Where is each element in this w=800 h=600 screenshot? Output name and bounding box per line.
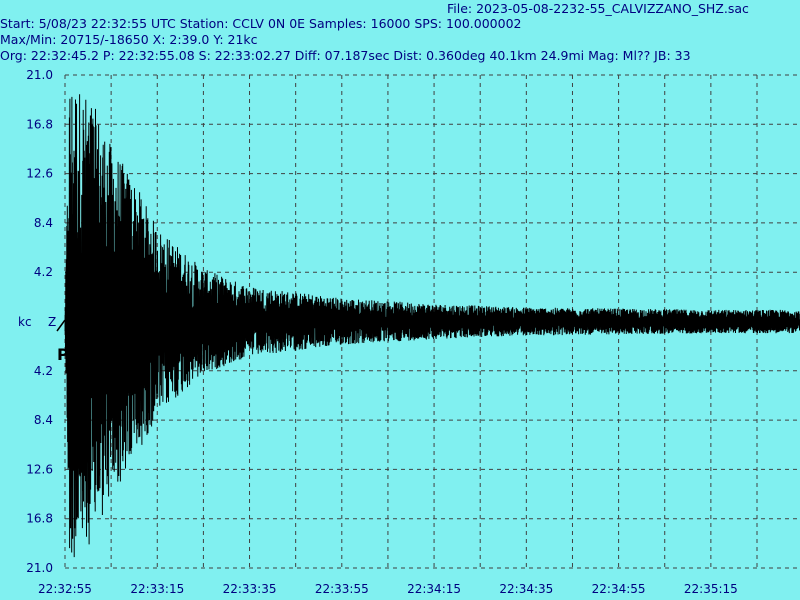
p-pick-label: P — [57, 345, 69, 364]
y-tick-label: 8.4 — [34, 413, 53, 427]
y-tick-label: 8.4 — [34, 216, 53, 230]
x-tick-label: 22:33:55 — [315, 582, 369, 596]
file-name: File: 2023-05-08-2232-55_CALVIZZANO_SHZ.… — [447, 1, 749, 16]
unit-label: kc — [18, 315, 32, 329]
x-tick-label: 22:32:55 — [38, 582, 92, 596]
seismogram-trace-group — [64, 94, 800, 558]
component-label: Z — [48, 315, 56, 329]
x-tick-label: 22:35:15 — [684, 582, 738, 596]
y-tick-label: 4.2 — [34, 364, 53, 378]
x-tick-label: 22:34:35 — [499, 582, 553, 596]
y-tick-label: 21.0 — [26, 561, 53, 575]
max-min-info: Max/Min: 20715/-18650 X: 2:39.0 Y: 21kc — [0, 32, 258, 47]
x-tick-label: 22:34:15 — [407, 582, 461, 596]
y-tick-label: 16.8 — [26, 512, 53, 526]
origin-info: Org: 22:32:45.2 P: 22:32:55.08 S: 22:33:… — [0, 48, 691, 63]
y-tick-label: 21.0 — [26, 68, 53, 82]
y-tick-label: 4.2 — [34, 265, 53, 279]
station-info: Start: 5/08/23 22:32:55 UTC Station: CCL… — [0, 16, 522, 31]
x-tick-label: 22:33:15 — [130, 582, 184, 596]
seismogram-trace — [64, 94, 800, 558]
z-marker-arrow — [56, 319, 74, 332]
y-tick-label: 12.6 — [26, 167, 53, 181]
axis-labels: 21.0 16.8 12.6 8.4 4.2 4.2 8.4 12.6 16.8 21.0 22:3… — [26, 68, 738, 596]
y-tick-label: 12.6 — [26, 462, 53, 476]
y-tick-label: 16.8 — [26, 117, 53, 131]
x-tick-label: 22:34:55 — [592, 582, 646, 596]
x-tick-label: 22:33:35 — [223, 582, 277, 596]
